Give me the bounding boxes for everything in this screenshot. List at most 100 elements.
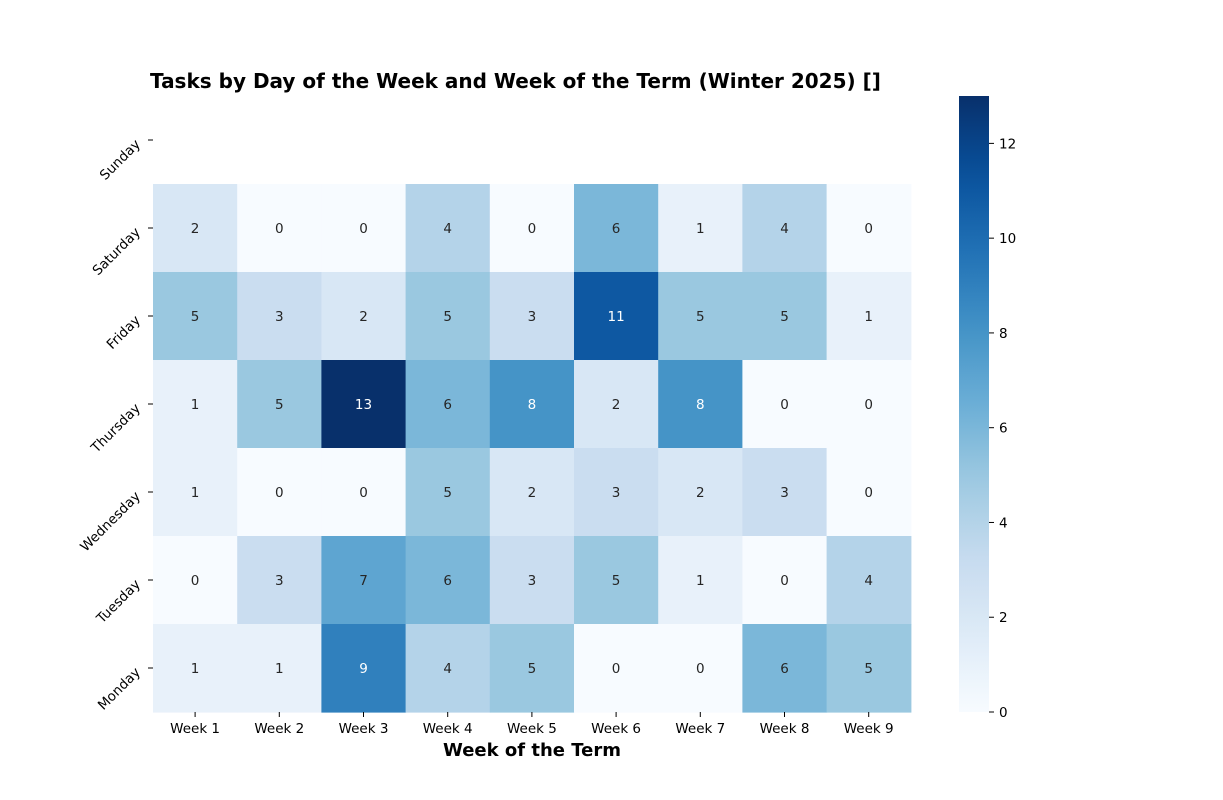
heatmap-cell [658, 184, 743, 273]
cell-value-label: 0 [191, 573, 200, 589]
heatmap-cell [742, 448, 828, 537]
heatmap-cell [658, 536, 743, 625]
cell-value-label: 0 [528, 221, 537, 237]
x-tick-label: Week 4 [423, 721, 473, 737]
heatmap-cell [321, 360, 407, 449]
heatmap-cell [574, 624, 659, 713]
cell-value-label: 0 [780, 397, 789, 413]
cell-value-label: 2 [191, 221, 200, 237]
colorbar-tick-label: 4 [999, 515, 1008, 531]
heatmap-cell [153, 360, 238, 449]
heatmap-cell [237, 360, 322, 449]
x-tick-label: Week 2 [254, 721, 304, 737]
heatmap-cell [742, 184, 828, 273]
cell-value-label: 5 [443, 485, 452, 501]
cell-value-label: 0 [275, 485, 284, 501]
heatmap-cell [574, 448, 659, 537]
heatmap-cell [405, 536, 491, 625]
heatmap-cell [826, 360, 912, 449]
heatmap-cell [826, 536, 912, 625]
heatmap-cell [574, 360, 659, 449]
y-tick-label: Sunday [97, 137, 144, 184]
cell-value-label: 8 [528, 397, 537, 413]
heatmap-cell [658, 360, 743, 449]
heatmap-cell [321, 184, 407, 273]
cell-value-label: 1 [696, 573, 705, 589]
cell-value-label: 0 [275, 221, 284, 237]
colorbar-tick-label: 8 [999, 326, 1008, 342]
cell-value-label: 4 [780, 221, 789, 237]
colorbar-tick-label: 12 [999, 136, 1016, 152]
colorbar-tick-label: 6 [999, 421, 1008, 437]
y-tick-label: Monday [95, 665, 144, 714]
cell-value-label: 1 [864, 309, 873, 325]
cell-value-label: 4 [443, 661, 452, 677]
y-tick-label: Saturday [89, 225, 143, 279]
y-tick-label: Tuesday [93, 577, 144, 628]
heatmap-cell [742, 272, 828, 361]
colorbar-tick-label: 10 [999, 231, 1016, 247]
cell-value-label: 13 [355, 397, 372, 413]
cell-value-label: 1 [191, 397, 200, 413]
heatmap-cell [153, 184, 238, 273]
cell-value-label: 2 [696, 485, 705, 501]
cell-value-label: 1 [696, 221, 705, 237]
heatmap-cell [153, 448, 238, 537]
x-tick-label: Week 8 [760, 721, 810, 737]
cell-value-label: 5 [780, 309, 789, 325]
cell-value-label: 4 [443, 221, 452, 237]
heatmap-cell [405, 272, 491, 361]
heatmap-cell [489, 624, 575, 713]
cell-value-label: 5 [864, 661, 873, 677]
x-tick-label: Week 3 [339, 721, 389, 737]
heatmap-cell [658, 272, 743, 361]
heatmap-cell [153, 624, 238, 713]
heatmap-cell [826, 184, 912, 273]
cell-value-label: 5 [696, 309, 705, 325]
heatmap-cell [826, 272, 912, 361]
x-tick-label: Week 7 [675, 721, 725, 737]
heatmap-cell [489, 272, 575, 361]
cell-value-label: 5 [612, 573, 621, 589]
cell-value-label: 6 [612, 221, 621, 237]
heatmap-cell [826, 624, 912, 713]
chart-title: Tasks by Day of the Week and Week of the… [150, 69, 881, 93]
cell-value-label: 1 [191, 485, 200, 501]
heatmap-cell [405, 624, 491, 713]
x-tick-label: Week 9 [844, 721, 894, 737]
cell-value-label: 0 [359, 485, 368, 501]
cell-value-label: 0 [780, 573, 789, 589]
heatmap-cell [321, 448, 407, 537]
y-tick-label: Wednesday [77, 489, 144, 556]
x-tick-label: Week 1 [170, 721, 220, 737]
cell-value-label: 5 [191, 309, 200, 325]
colorbar-tick-label: 2 [999, 610, 1008, 626]
heatmap-cell [153, 536, 238, 625]
colorbar-ticks: 0 2 4 6 8 10 12 [989, 136, 1016, 721]
cell-value-label: 5 [275, 397, 284, 413]
y-tick-label: Thursday [87, 401, 143, 457]
cell-value-label: 11 [608, 309, 625, 325]
x-tick-label: Week 5 [507, 721, 557, 737]
heatmap-cell [405, 184, 491, 273]
cell-value-label: 3 [612, 485, 621, 501]
cell-value-label: 3 [528, 573, 537, 589]
cell-value-label: 6 [443, 573, 452, 589]
heatmap-cell [489, 536, 575, 625]
heatmap-cell [237, 536, 322, 625]
cell-value-label: 0 [864, 221, 873, 237]
heatmap-cell [489, 448, 575, 537]
heatmap-cell [574, 272, 659, 361]
heatmap-cell [321, 536, 407, 625]
heatmap-cell [489, 360, 575, 449]
cell-value-label: 0 [612, 661, 621, 677]
heatmap-cell [574, 536, 659, 625]
cell-value-label: 1 [275, 661, 284, 677]
cell-value-label: 6 [443, 397, 452, 413]
heatmap-cell [237, 272, 322, 361]
heatmap-cell [742, 360, 828, 449]
heatmap-cell [742, 624, 828, 713]
heatmap-cell [489, 184, 575, 273]
cell-value-label: 8 [696, 397, 705, 413]
